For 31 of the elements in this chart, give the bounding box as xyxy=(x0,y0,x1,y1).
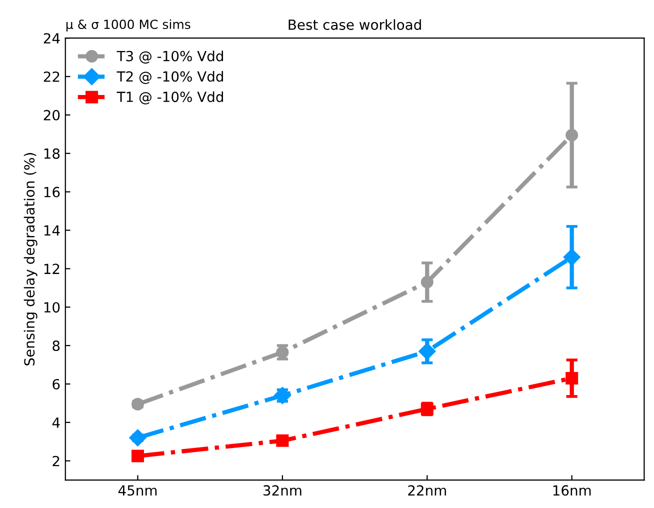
legend-label: T1 @ -10% Vdd xyxy=(116,91,223,104)
y-tick-label: 14 xyxy=(44,225,60,236)
y-tick-label: 10 xyxy=(44,302,60,313)
x-tick-label: 22nm xyxy=(408,485,446,496)
y-tick-label: 2 xyxy=(52,456,60,466)
point xyxy=(129,429,146,446)
y-tick-label: 6 xyxy=(52,378,60,390)
y-tick-label: 22 xyxy=(44,72,60,82)
point xyxy=(418,342,436,360)
x-tick-label: 45nm xyxy=(118,485,157,496)
x-tick-label: 16nm xyxy=(553,485,591,496)
point xyxy=(566,128,578,142)
y-tick-label: 18 xyxy=(44,148,60,159)
legend-label: T2 @ -10% Vdd xyxy=(116,70,223,84)
y-axis-title: Sensing delay degradation (%) xyxy=(24,153,38,366)
point xyxy=(132,398,144,410)
legend-label: T3 @ -10% Vdd xyxy=(116,50,223,64)
point xyxy=(566,372,578,384)
point xyxy=(420,276,434,288)
y-tick-label: 16 xyxy=(44,186,60,198)
y-tick-label: 4 xyxy=(52,418,60,428)
chart-title: Best case workload xyxy=(288,19,421,30)
point xyxy=(276,434,289,447)
point xyxy=(132,450,144,462)
y-tick-label: 12 xyxy=(44,264,60,274)
y-tick-label: 24 xyxy=(44,33,60,44)
point xyxy=(563,248,580,266)
y-tick-label: 20 xyxy=(44,110,60,120)
text: μ & σ 1000 MC sims xyxy=(66,19,190,32)
y-tick-label: 8 xyxy=(52,340,60,352)
x-tick-label: 32nm xyxy=(264,485,302,496)
